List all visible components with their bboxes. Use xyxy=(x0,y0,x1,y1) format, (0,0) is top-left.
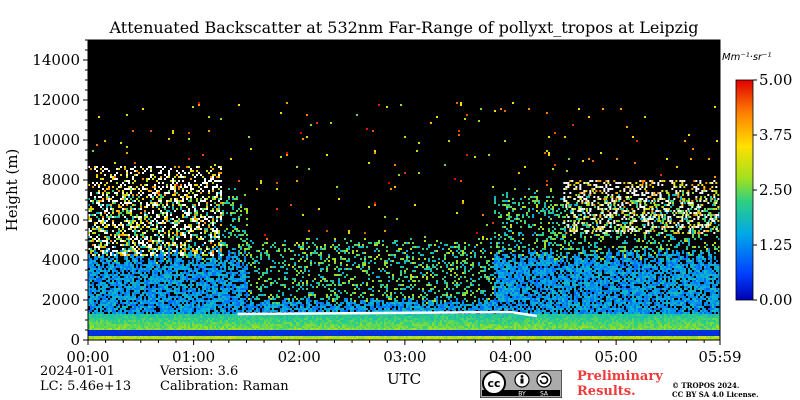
colorbar-tick-label: 2.50 xyxy=(759,181,792,199)
sa-logo-text: SA xyxy=(540,391,549,398)
x-tick-label: 00:00 xyxy=(66,348,109,366)
colorbar-tick-label: 0.00 xyxy=(759,291,792,309)
x-axis-label: UTC xyxy=(387,370,421,388)
boundary-layer-top xyxy=(237,310,538,318)
y-tick-label: 10000 xyxy=(32,131,80,149)
preliminary-line-2: Results. xyxy=(577,384,636,399)
colorbar-tick-label: 5.00 xyxy=(759,71,792,89)
chart-title: Attenuated Backscatter at 532nm Far-Rang… xyxy=(109,18,699,37)
preliminary-results-note: Preliminary Results. xyxy=(577,369,663,399)
footer-lidar-constant: LC: 5.46e+13 xyxy=(40,379,132,394)
y-tick-label: 6000 xyxy=(42,211,80,229)
colorbar-ticks: 0.00 1.25 2.50 3.75 5.00 xyxy=(753,71,792,309)
preliminary-line-1: Preliminary xyxy=(577,369,663,384)
y-tick-label: 8000 xyxy=(42,171,80,189)
copyright-note: © TROPOS 2024. CC BY SA 4.0 License. xyxy=(672,381,759,399)
y-tick-label: 14000 xyxy=(32,51,80,69)
x-tick-label: 05:00 xyxy=(595,348,638,366)
y-axis-label: Height (m) xyxy=(3,149,21,232)
y-tick-label: 4000 xyxy=(42,251,80,269)
footer-date: 2024-01-01 xyxy=(40,364,115,379)
surface-layer xyxy=(88,330,720,336)
by-logo-text: BY xyxy=(518,391,526,398)
x-tick-label: 02:00 xyxy=(278,348,321,366)
copyright-line-2: CC BY SA 4.0 License. xyxy=(672,390,759,399)
colorbar xyxy=(735,79,754,301)
cc-license-logo: cc BY SA xyxy=(480,370,562,398)
x-tick-label: 05:59 xyxy=(698,348,741,366)
cc-logo-text: cc xyxy=(487,377,500,390)
backscatter-heatmap xyxy=(88,102,720,340)
y-tick-label: 0 xyxy=(70,331,80,349)
y-tick-label: 2000 xyxy=(42,291,80,309)
x-axis: 00:00 01:00 02:00 03:00 04:00 05:00 05:59 xyxy=(66,340,742,366)
colorbar-tick-label: 3.75 xyxy=(759,126,792,144)
x-tick-label: 01:00 xyxy=(172,348,215,366)
footer-calibration: Calibration: Raman xyxy=(160,379,289,394)
colorbar-unit: Mm⁻¹·sr⁻¹ xyxy=(722,52,771,63)
footer-version: Version: 3.6 xyxy=(160,364,239,379)
copyright-line-1: © TROPOS 2024. xyxy=(672,381,740,390)
x-tick-label: 04:00 xyxy=(489,348,532,366)
y-tick-label: 12000 xyxy=(32,91,80,109)
colorbar-tick-label: 1.25 xyxy=(759,236,792,254)
y-axis: 0 2000 4000 6000 8000 10000 12000 14000 xyxy=(32,39,88,349)
x-tick-label: 03:00 xyxy=(383,348,426,366)
